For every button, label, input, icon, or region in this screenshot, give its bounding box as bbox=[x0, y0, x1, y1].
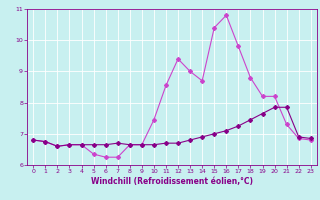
X-axis label: Windchill (Refroidissement éolien,°C): Windchill (Refroidissement éolien,°C) bbox=[91, 177, 253, 186]
